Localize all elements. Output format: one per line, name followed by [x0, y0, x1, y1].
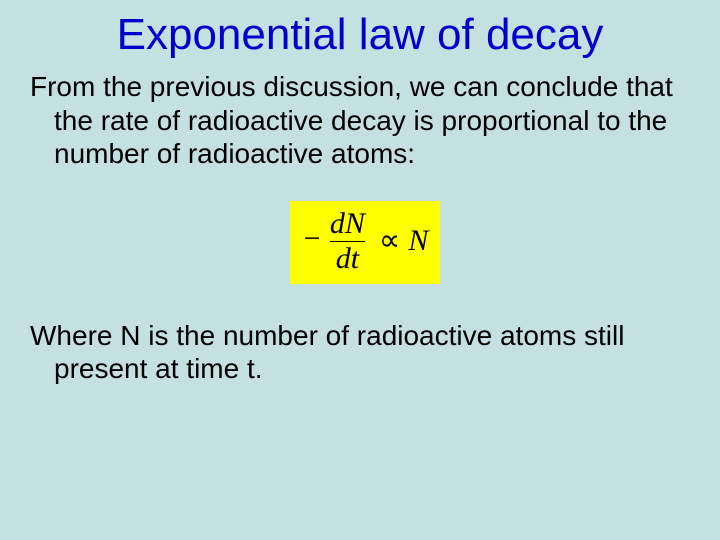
numerator: dN: [328, 209, 367, 241]
fraction: dN dt: [328, 209, 367, 274]
slide-title: Exponential law of decay: [20, 10, 700, 60]
paragraph-2: Where N is the number of radioactive ato…: [30, 319, 700, 386]
rhs: N: [408, 223, 428, 259]
minus-sign: −: [302, 221, 322, 257]
equation-container: − dN dt ∝ N: [30, 201, 700, 284]
slide: Exponential law of decay From the previo…: [0, 0, 720, 540]
body-text: From the previous discussion, we can con…: [20, 70, 700, 386]
denominator: dt: [330, 241, 365, 274]
proportional-symbol: ∝: [379, 223, 400, 259]
paragraph-1: From the previous discussion, we can con…: [30, 70, 700, 171]
equation-box: − dN dt ∝ N: [290, 201, 441, 284]
equation: − dN dt ∝ N: [302, 209, 429, 274]
